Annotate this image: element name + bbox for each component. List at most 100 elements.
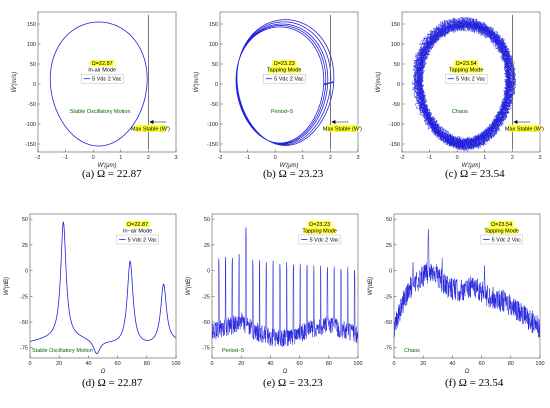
x-tick-label: 0 bbox=[456, 155, 459, 161]
legend-series-label: 5 Vdc 2 Vac bbox=[492, 237, 521, 243]
x-axis-label: Ω bbox=[283, 369, 288, 375]
spectrum-line-d bbox=[30, 221, 176, 355]
legend-mode-badge bbox=[303, 227, 336, 234]
x-tick-label: 0 bbox=[210, 361, 213, 367]
y-tick-label: -50 bbox=[392, 102, 400, 108]
y-tick-label: 150 bbox=[209, 22, 218, 28]
y-tick-label: -100 bbox=[389, 122, 400, 128]
data-group bbox=[394, 228, 540, 338]
panel-d: 0 20 40 60 80 100 -75 -50 -25 0 25 50 Ω W′(dB) Ω=22.87… bbox=[4, 213, 181, 389]
legend-title-badge bbox=[125, 221, 150, 227]
y-tick-label: -25 bbox=[384, 294, 392, 300]
max-stable-label: Max Stable (W′) bbox=[323, 126, 362, 132]
x-tick-label: 0 bbox=[92, 155, 95, 161]
legend-title-badge bbox=[272, 60, 297, 67]
data-group bbox=[49, 21, 148, 147]
panel-caption: (a) Ω = 22.87 bbox=[82, 168, 142, 180]
x-tick-label: 60 bbox=[115, 361, 121, 367]
x-axis-label: W′(μm) bbox=[97, 163, 116, 169]
y-tick-label: 25 bbox=[204, 243, 210, 249]
y-tick-label: 150 bbox=[27, 22, 36, 28]
regime-label: Period−5 bbox=[222, 348, 244, 354]
spectrum-line-f bbox=[394, 228, 540, 338]
x-tick-label: -1 bbox=[63, 155, 68, 161]
legend-title: Ω=23.23 bbox=[309, 222, 330, 228]
legend-box bbox=[80, 73, 124, 84]
legend-mode: Tapping Mode bbox=[449, 68, 484, 74]
y-tick-label: -50 bbox=[20, 320, 28, 326]
y-tick-label: 0 bbox=[215, 82, 218, 88]
panel-c: -2 -1 0 1 2 3 -150 -100 -50 0 50 100 150 W′(μm) Ẇ′(m/s… bbox=[375, 11, 544, 180]
arrow-head-icon bbox=[149, 120, 154, 124]
x-tick-label: 3 bbox=[356, 155, 359, 161]
x-tick-label: 80 bbox=[144, 361, 150, 367]
x-tick-label: 1 bbox=[119, 155, 122, 161]
y-tick-label: 0 bbox=[25, 269, 28, 275]
y-tick-label: -100 bbox=[207, 122, 218, 128]
y-tick-label: -50 bbox=[28, 102, 36, 108]
y-axis-label: W′(dB) bbox=[186, 277, 192, 295]
x-tick-label: -1 bbox=[245, 155, 250, 161]
y-tick-label: -150 bbox=[389, 142, 400, 148]
arrow-head-icon bbox=[513, 120, 518, 124]
y-tick-label: -75 bbox=[202, 346, 210, 352]
y-axis-label: W′(dB) bbox=[368, 277, 374, 295]
legend-mode-badge bbox=[268, 66, 301, 73]
max-stable-label: Max Stable (W′) bbox=[131, 126, 170, 132]
spectrum-line-e bbox=[212, 227, 358, 347]
panel-caption: (e) Ω = 23.23 bbox=[263, 377, 323, 389]
y-axis-label: W′(dB) bbox=[4, 277, 10, 295]
y-tick-label: 0 bbox=[389, 269, 392, 275]
x-tick-label: 1 bbox=[483, 155, 486, 161]
y-tick-label: 50 bbox=[212, 62, 218, 68]
y-axis-label: Ẇ′(m/s) bbox=[193, 72, 200, 92]
legend-box bbox=[444, 73, 488, 84]
y-axis-label: Ẇ′(m/s) bbox=[11, 72, 18, 92]
legend-box bbox=[262, 73, 306, 84]
x-tick-label: 80 bbox=[326, 361, 332, 367]
y-tick-label: -75 bbox=[20, 346, 28, 352]
x-tick-label: 60 bbox=[297, 361, 303, 367]
x-tick-label: 2 bbox=[147, 155, 150, 161]
panel-caption: (f) Ω = 23.54 bbox=[445, 377, 504, 389]
y-tick-label: 50 bbox=[204, 217, 210, 223]
legend-series-label: 5 Vdc 2 Vac bbox=[274, 77, 303, 83]
legend-title: Ω=23.54 bbox=[456, 61, 477, 67]
y-tick-label: -75 bbox=[384, 346, 392, 352]
x-tick-label: -2 bbox=[218, 155, 223, 161]
x-tick-label: 100 bbox=[171, 361, 180, 367]
x-tick-label: 3 bbox=[538, 155, 541, 161]
regime-label: Chaos bbox=[452, 109, 468, 115]
y-tick-label: 50 bbox=[386, 217, 392, 223]
y-tick-label: 0 bbox=[207, 269, 210, 275]
y-tick-label: 25 bbox=[22, 243, 28, 249]
x-tick-label: -1 bbox=[427, 155, 432, 161]
legend-title-badge bbox=[90, 60, 115, 67]
x-tick-label: 0 bbox=[28, 361, 31, 367]
y-axis-label: Ẇ′(m/s) bbox=[375, 72, 382, 92]
phase-orbit-c bbox=[411, 16, 517, 152]
y-tick-label: 100 bbox=[209, 42, 218, 48]
legend-title-badge bbox=[307, 221, 332, 227]
max-stable-label: Max Stable (W′) bbox=[505, 126, 544, 132]
legend-series-label: 5 Vdc 2 Vac bbox=[92, 77, 121, 83]
legend-mode-badge bbox=[450, 66, 483, 73]
x-tick-label: 2 bbox=[511, 155, 514, 161]
data-group bbox=[212, 227, 358, 347]
legend-mode: Tapping Mode bbox=[484, 228, 519, 234]
x-tick-label: 1 bbox=[301, 155, 304, 161]
regime-label: Chaos bbox=[404, 348, 420, 354]
legend-series-label: 5 Vdc 2 Vac bbox=[456, 77, 485, 83]
x-axis-label: W′(μm) bbox=[461, 163, 480, 169]
legend-title-badge bbox=[454, 60, 479, 67]
panel-e: 0 20 40 60 80 100 -75 -50 -25 0 25 50 Ω W′(dB) Ω=23.23… bbox=[186, 213, 363, 389]
x-tick-label: 20 bbox=[56, 361, 62, 367]
legend-box bbox=[116, 234, 159, 245]
x-tick-label: 2 bbox=[329, 155, 332, 161]
panel-caption: (c) Ω = 23.54 bbox=[445, 168, 505, 180]
y-tick-label: 150 bbox=[391, 22, 400, 28]
y-tick-label: -50 bbox=[202, 320, 210, 326]
legend-title: Ω=23.23 bbox=[274, 61, 295, 67]
